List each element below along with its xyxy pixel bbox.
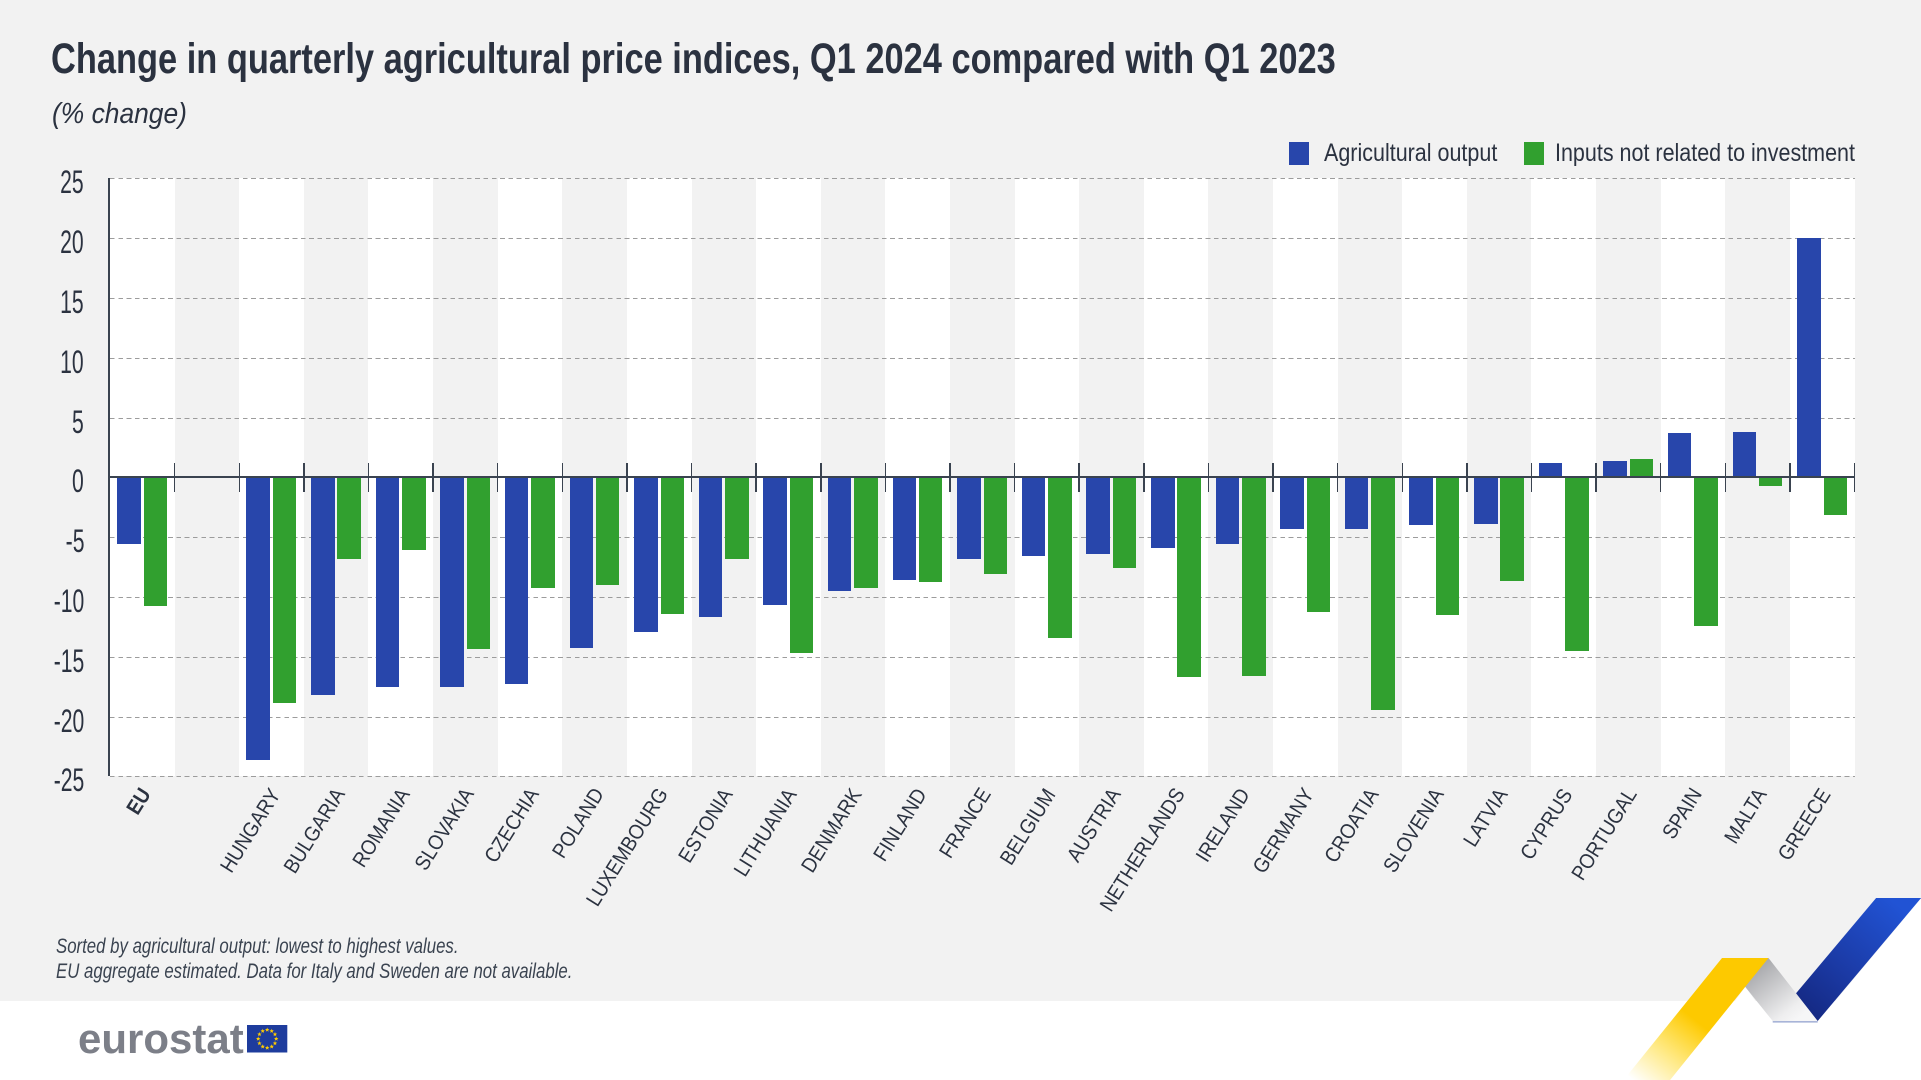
svg-text:eurostat: eurostat: [78, 1015, 244, 1062]
